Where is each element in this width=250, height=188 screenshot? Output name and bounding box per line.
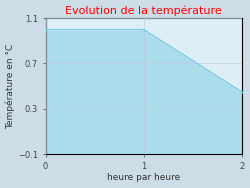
Y-axis label: Température en °C: Température en °C xyxy=(6,43,15,129)
Title: Evolution de la température: Evolution de la température xyxy=(65,6,222,16)
X-axis label: heure par heure: heure par heure xyxy=(107,174,180,182)
